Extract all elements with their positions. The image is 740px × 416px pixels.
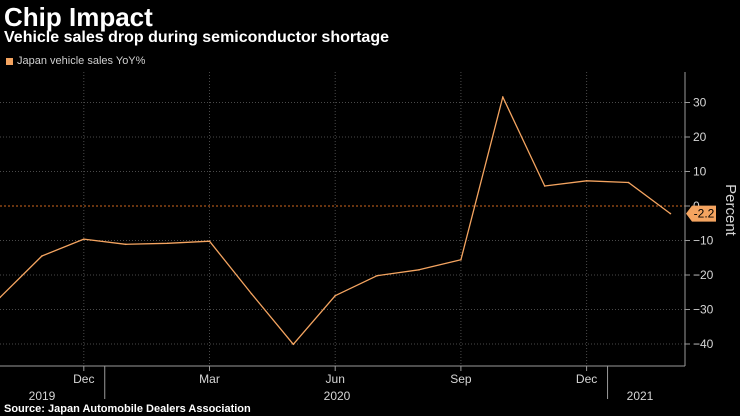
data-point <box>418 269 420 271</box>
data-point <box>376 274 378 277</box>
last-value-label: -2.2 <box>694 207 715 221</box>
y-tick-label: −40 <box>693 337 714 351</box>
chart-title: Chip Impact <box>4 2 153 32</box>
data-point <box>669 212 672 215</box>
x-tick-label: Sep <box>450 372 472 386</box>
legend: Japan vehicle sales YoY% <box>6 55 145 67</box>
x-tick-label: Jun <box>326 372 345 386</box>
series-line <box>0 96 671 345</box>
last-value-badge-bg <box>686 205 716 222</box>
last-value-badge: -2.2 <box>686 205 716 222</box>
x-tick-label: Dec <box>73 372 94 386</box>
y-tick-label: 10 <box>693 165 707 179</box>
data-point <box>502 96 504 98</box>
legend-label: Japan vehicle sales YoY% <box>17 55 146 67</box>
y-tick-label: −30 <box>693 303 714 317</box>
y-axis-title: Percent <box>722 184 739 237</box>
y-tick-label: −20 <box>693 268 714 282</box>
x-year-label: 2019 <box>29 389 56 403</box>
legend-swatch <box>6 57 13 65</box>
data-point <box>334 294 337 297</box>
data-point <box>83 238 85 240</box>
data-point <box>208 240 211 242</box>
data-point <box>460 259 462 261</box>
x-tick-label: Dec <box>576 372 597 386</box>
data-point <box>543 185 546 187</box>
data-point <box>41 255 43 257</box>
y-tick-label: 20 <box>693 130 707 144</box>
data-point <box>627 181 630 184</box>
data-point <box>250 292 253 295</box>
source-note: Source: Japan Automobile Dealers Associa… <box>4 403 251 415</box>
data-point <box>585 180 588 182</box>
x-tick-label: Mar <box>199 372 220 386</box>
x-year-label: 2021 <box>627 389 654 403</box>
data-point <box>124 243 127 246</box>
chart-subtitle: Vehicle sales drop during semiconductor … <box>4 29 389 46</box>
data-point <box>292 343 295 346</box>
data-point <box>166 242 169 245</box>
x-year-label: 2020 <box>324 389 351 403</box>
data-point <box>0 296 1 299</box>
y-tick-label: 30 <box>693 96 707 110</box>
y-tick-label: −10 <box>693 234 714 248</box>
